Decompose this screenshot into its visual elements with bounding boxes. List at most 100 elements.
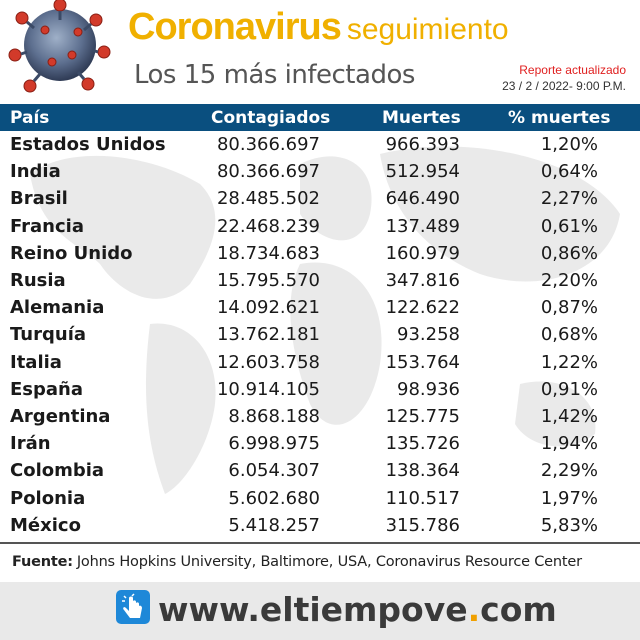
- table-row: Reino Unido 18.734.683 160.979 0,86%: [0, 240, 640, 267]
- cell-country: Irán: [10, 433, 51, 455]
- cell-country: Turquía: [10, 324, 87, 346]
- cell-country: Brasil: [10, 188, 68, 210]
- site-prefix: www.: [158, 590, 260, 629]
- cell-death-rate: 1,20%: [540, 134, 598, 156]
- cell-death-rate: 2,20%: [540, 270, 598, 292]
- table-row: Rusia 15.795.570 347.816 2,20%: [0, 267, 640, 294]
- cell-infected: 6.998.975: [228, 433, 320, 455]
- cell-infected: 12.603.758: [216, 351, 320, 373]
- cell-death-rate: 1,22%: [540, 351, 598, 373]
- cell-death-rate: 2,29%: [540, 460, 598, 482]
- header-infected: Contagiados: [211, 107, 331, 128]
- cell-country: Polonia: [10, 487, 86, 509]
- cell-infected: 10.914.105: [216, 378, 320, 400]
- cell-country: India: [10, 161, 61, 183]
- cell-infected: 5.602.680: [228, 487, 320, 509]
- report-date: 23 / 2 / 2022- 9:00 P.M.: [502, 79, 626, 93]
- table-row: Alemania 14.092.621 122.622 0,87%: [0, 294, 640, 321]
- coronavirus-icon: [8, 0, 111, 93]
- cell-country: Italia: [10, 351, 62, 373]
- data-table: País Contagiados Muertes % muertes Estad…: [0, 104, 640, 541]
- cell-deaths: 125.775: [385, 405, 460, 427]
- header-country: País: [10, 107, 50, 128]
- cell-death-rate: 0,91%: [540, 378, 598, 400]
- cell-deaths: 135.726: [385, 433, 460, 455]
- cell-death-rate: 0,64%: [540, 161, 598, 183]
- cell-death-rate: 1,42%: [540, 405, 598, 427]
- table-row: Turquía 13.762.181 93.258 0,68%: [0, 321, 640, 348]
- page-title: Coronavirus seguimiento: [128, 6, 509, 49]
- site-tld: com: [480, 590, 557, 629]
- cell-infected: 6.054.307: [228, 460, 320, 482]
- cell-infected: 5.418.257: [228, 514, 320, 536]
- cell-deaths: 110.517: [385, 487, 460, 509]
- cell-country: Colombia: [10, 460, 105, 482]
- cell-death-rate: 2,27%: [540, 188, 598, 210]
- cell-death-rate: 0,61%: [540, 215, 598, 237]
- cell-deaths: 512.954: [385, 161, 460, 183]
- table-row: Polonia 5.602.680 110.517 1,97%: [0, 484, 640, 511]
- cell-deaths: 966.393: [385, 134, 460, 156]
- cell-infected: 22.468.239: [216, 215, 320, 237]
- report-info: Reporte actualizado 23 / 2 / 2022- 9:00 …: [502, 62, 626, 94]
- cell-death-rate: 0,87%: [540, 297, 598, 319]
- click-hand-icon[interactable]: [116, 590, 150, 624]
- cell-deaths: 98.936: [397, 378, 460, 400]
- cell-infected: 8.868.188: [228, 405, 320, 427]
- cell-deaths: 93.258: [397, 324, 460, 346]
- cell-infected: 14.092.621: [216, 297, 320, 319]
- table-row: Italia 12.603.758 153.764 1,22%: [0, 349, 640, 376]
- subtitle: Los 15 más infectados: [134, 60, 415, 90]
- cell-death-rate: 1,94%: [540, 433, 598, 455]
- cell-deaths: 137.489: [385, 215, 460, 237]
- cell-country: Estados Unidos: [10, 134, 166, 156]
- cell-deaths: 122.622: [385, 297, 460, 319]
- cell-infected: 18.734.683: [216, 242, 320, 264]
- site-dot: .: [467, 590, 481, 629]
- cell-infected: 13.762.181: [216, 324, 320, 346]
- cell-death-rate: 0,86%: [540, 242, 598, 264]
- cell-deaths: 153.764: [385, 351, 460, 373]
- table-body: Estados Unidos 80.366.697 966.393 1,20% Indi…: [0, 131, 640, 539]
- cell-death-rate: 5,83%: [540, 514, 598, 536]
- cell-country: Francia: [10, 215, 84, 237]
- table-row: Argentina 8.868.188 125.775 1,42%: [0, 403, 640, 430]
- table-row: Irán 6.998.975 135.726 1,94%: [0, 430, 640, 457]
- cell-deaths: 347.816: [385, 270, 460, 292]
- cell-country: Argentina: [10, 405, 111, 427]
- table-row: México 5.418.257 315.786 5,83%: [0, 512, 640, 539]
- header: Coronavirus seguimiento Los 15 más infect…: [0, 0, 640, 100]
- cell-deaths: 315.786: [385, 514, 460, 536]
- cell-deaths: 160.979: [385, 242, 460, 264]
- cell-infected: 80.366.697: [216, 134, 320, 156]
- cell-deaths: 138.364: [385, 460, 460, 482]
- table-row: Estados Unidos 80.366.697 966.393 1,20%: [0, 131, 640, 158]
- source-bar: Fuente: Johns Hopkins University, Baltim…: [0, 542, 640, 580]
- footer: www.eltiempove.com: [0, 582, 640, 640]
- site-name: eltiempove: [259, 590, 468, 629]
- table-row: España 10.914.105 98.936 0,91%: [0, 376, 640, 403]
- report-label: Reporte actualizado: [519, 63, 626, 77]
- table-row: Brasil 28.485.502 646.490 2,27%: [0, 185, 640, 212]
- header-death-rate: % muertes: [508, 107, 611, 128]
- table-row: India 80.366.697 512.954 0,64%: [0, 158, 640, 185]
- cell-country: México: [10, 514, 81, 536]
- website-link[interactable]: www.eltiempove.com: [158, 590, 557, 629]
- cell-country: Reino Unido: [10, 242, 133, 264]
- source-label: Fuente:: [12, 554, 73, 570]
- source-text: Johns Hopkins University, Baltimore, USA…: [76, 554, 582, 570]
- cell-country: Rusia: [10, 270, 66, 292]
- cell-infected: 80.366.697: [216, 161, 320, 183]
- cell-infected: 15.795.570: [216, 270, 320, 292]
- header-deaths: Muertes: [382, 107, 461, 128]
- table-row: Colombia 6.054.307 138.364 2,29%: [0, 457, 640, 484]
- world-map-background: [30, 146, 620, 494]
- title-main: Coronavirus: [128, 6, 342, 48]
- title-sub: seguimiento: [346, 13, 509, 46]
- cell-death-rate: 1,97%: [540, 487, 598, 509]
- cell-country: Alemania: [10, 297, 105, 319]
- table-header: País Contagiados Muertes % muertes: [0, 104, 640, 131]
- table-row: Francia 22.468.239 137.489 0,61%: [0, 213, 640, 240]
- cell-infected: 28.485.502: [216, 188, 320, 210]
- cell-death-rate: 0,68%: [540, 324, 598, 346]
